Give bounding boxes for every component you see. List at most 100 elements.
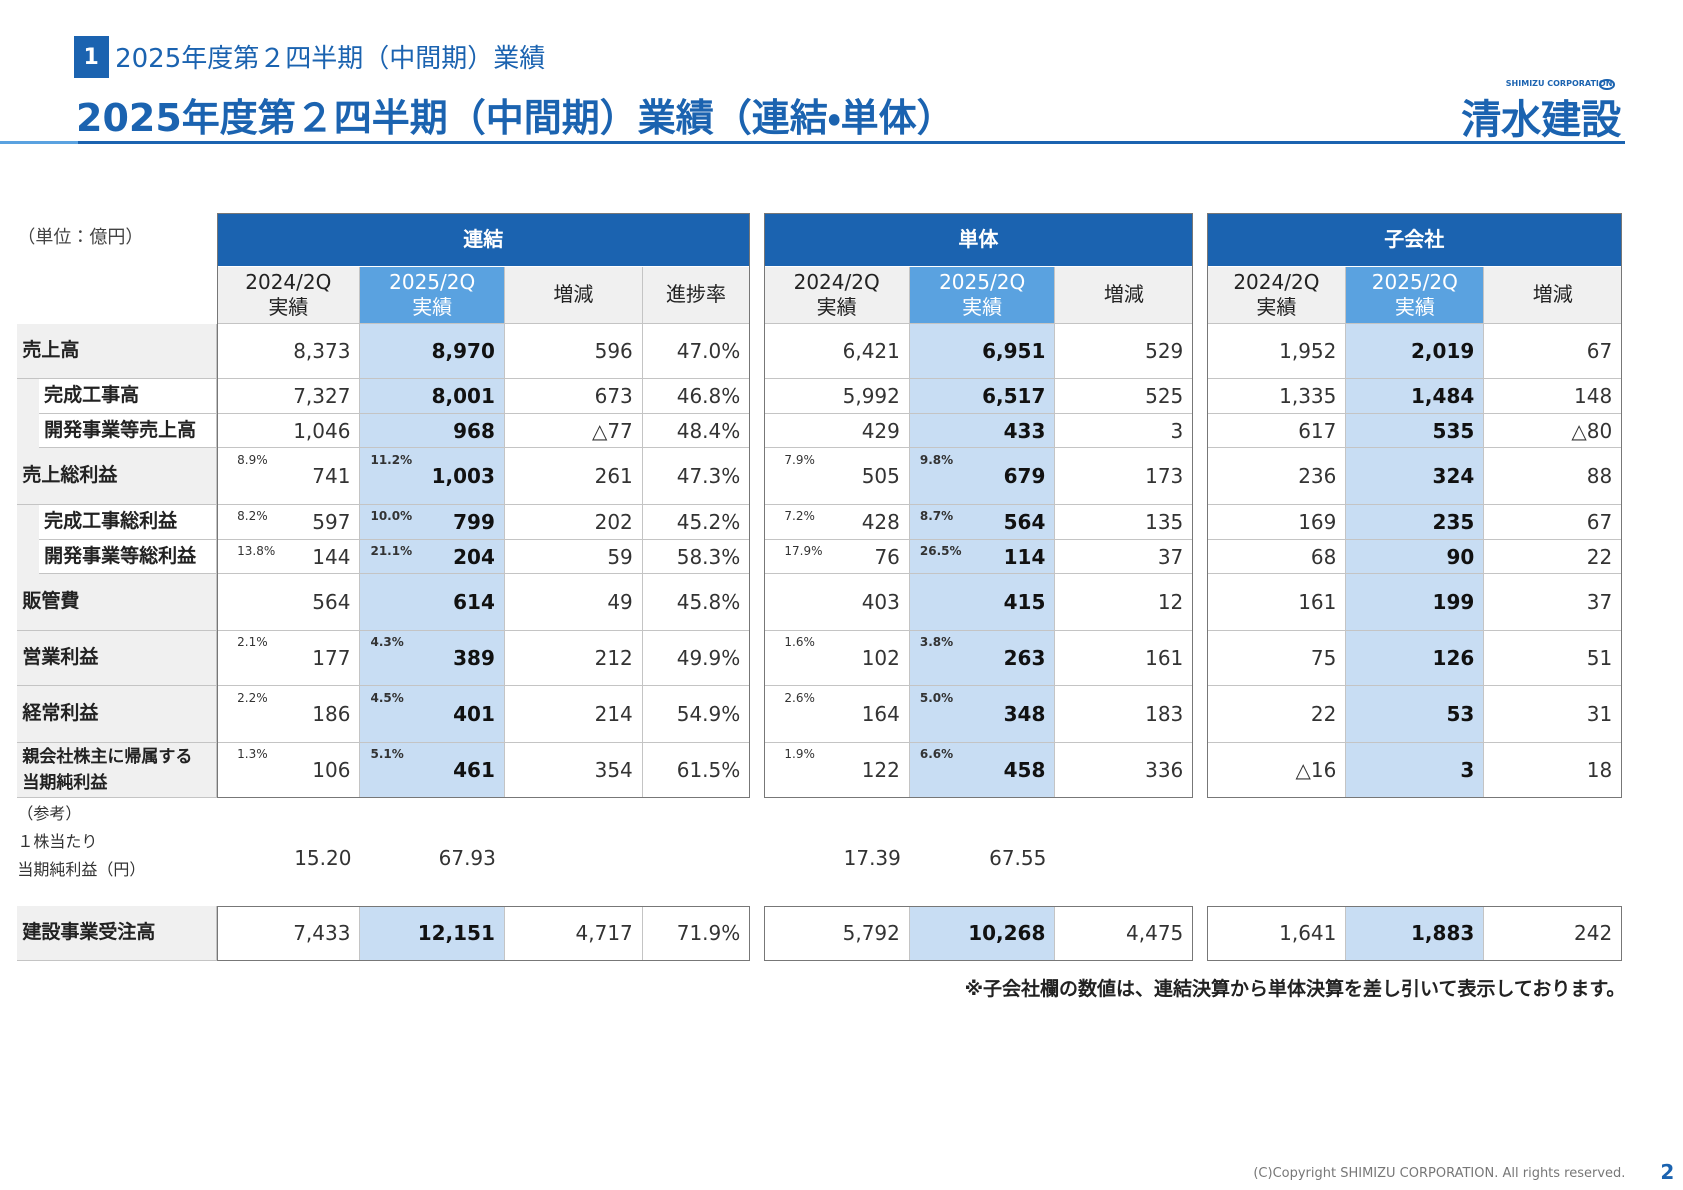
ratio-box: 17.9% (784, 544, 822, 558)
cell-value: 214 (594, 701, 633, 726)
table-cell: 202 (504, 504, 643, 540)
table-cell: 614 (360, 574, 505, 631)
cell-value: 58.3% (676, 544, 741, 569)
table-cell: 46.8% (642, 378, 751, 414)
ratio-value: 4.3% (370, 635, 404, 650)
table-cell: 261 (504, 448, 643, 505)
cell-value: 3 (1460, 757, 1475, 782)
ratio-value: 8.2% (237, 509, 268, 524)
cell-value: 75 (1310, 646, 1337, 671)
ratio-value: 26.5% (919, 543, 962, 558)
table-cell: 214 (504, 686, 643, 743)
table-cell: 183 (1055, 686, 1194, 743)
row-label-text: 当期純利益 (22, 772, 108, 793)
table-cell: 59 (504, 539, 643, 575)
group-name: 子会社 (1384, 226, 1445, 251)
group-name: 単体 (958, 226, 999, 251)
table-cell: 102 1.6% (764, 630, 910, 687)
table-cell: △16 (1207, 742, 1347, 799)
cell-value: 88 (1586, 464, 1613, 489)
table-cell: 135 (1055, 504, 1194, 540)
ratio-value: 2.1% (237, 635, 268, 650)
cell-value: 202 (594, 509, 633, 534)
cell-value: 428 (861, 509, 900, 534)
ratio-value: 21.1% (370, 543, 413, 558)
reference-value: 67.93 (438, 845, 496, 870)
ratio-box: 21.1% (370, 544, 412, 558)
table-cell: 177 2.1% (217, 630, 361, 687)
table-cell: 433 (909, 413, 1056, 449)
ratio-value: 6.6% (919, 747, 954, 762)
table-cell: 4,475 (1055, 905, 1194, 961)
cell-value: 336 (1145, 757, 1184, 782)
cell-value: 106 (312, 757, 351, 782)
table-cell: 564 8.7% (909, 504, 1056, 540)
title-rule-accent (0, 141, 79, 144)
cell-value: 122 (861, 757, 900, 782)
table-cell: 1,883 (1346, 905, 1485, 961)
cell-value: 61.5% (676, 757, 741, 782)
column-header: 2024/2Q 実績 (1207, 267, 1347, 324)
unit-label: （単位：億円） (17, 226, 144, 248)
cell-value: 18 (1586, 757, 1613, 782)
table-cell: 61.5% (642, 742, 751, 799)
title-box: 2025年度第２四半期（中間期）業績（連結・単体） (76, 87, 1270, 140)
column-header-text: 2024/2Q (1233, 269, 1320, 294)
table-cell: 68 (1207, 539, 1347, 575)
table-cell: 1,952 (1207, 323, 1347, 379)
cell-value: 529 (1145, 338, 1184, 363)
column-header: 増減 (1484, 267, 1623, 324)
ratio-value: 1.6% (784, 635, 815, 650)
logo-box: 清水建設 (1444, 87, 1621, 143)
table-cell: 525 (1055, 378, 1194, 414)
column-header-text: 実績 (962, 294, 1003, 319)
cell-value: 59 (607, 544, 633, 569)
table-cell: 54.9% (642, 686, 751, 743)
cell-value: 5,992 (842, 383, 900, 408)
row-label: 販管費 (17, 574, 218, 631)
cell-value: 389 (453, 646, 495, 671)
table-cell: 4,717 (504, 905, 643, 961)
row-label: 営業利益 (17, 630, 218, 687)
cell-value: 48.4% (676, 418, 741, 443)
column-header: 2024/2Q 実績 (764, 267, 910, 324)
column-header-text: 実績 (412, 294, 453, 319)
reference-value: 17.39 (843, 845, 901, 870)
row-label: 売上高 (17, 323, 218, 379)
label-indent (17, 504, 40, 540)
cell-value: 433 (1003, 418, 1046, 443)
row-label-text: 建設事業受注高 (22, 921, 156, 944)
cell-value: 49 (607, 590, 633, 615)
table-cell: 8,001 (360, 378, 505, 414)
cell-value: 12 (1157, 590, 1184, 615)
cell-value: 242 (1574, 920, 1613, 945)
column-header: 2025/2Q 実績 (909, 267, 1056, 324)
row-label: 経常利益 (17, 686, 218, 743)
table-cell: 6,517 (909, 378, 1056, 414)
table-cell: 10,268 (909, 905, 1056, 961)
table-cell: 76 17.9% (764, 539, 910, 575)
cell-value: 799 (453, 509, 495, 534)
row-label: 親会社株主に帰属する 当期純利益 (17, 742, 218, 799)
cell-value: 263 (1003, 646, 1046, 671)
ratio-box: 1.3% (237, 747, 268, 761)
cell-value: 45.2% (676, 509, 741, 534)
table-cell: 389 4.3% (360, 630, 505, 687)
cell-value: 10,268 (968, 920, 1046, 945)
row-label: 完成工事総利益 (39, 504, 218, 540)
cell-value: 401 (453, 701, 495, 726)
section-title-box: 2025年度第２四半期（中間期）業績 (115, 38, 766, 77)
cell-value: 235 (1432, 509, 1475, 534)
cell-value: 6,951 (982, 338, 1046, 363)
column-header: 増減 (1055, 267, 1194, 324)
label-indent (17, 539, 40, 575)
table-cell: 67 (1484, 323, 1623, 379)
cell-value: 67 (1586, 509, 1613, 534)
table-cell: 161 (1055, 630, 1194, 687)
ratio-box: 4.5% (370, 691, 403, 705)
cell-value: 564 (1003, 509, 1046, 534)
ratio-box: 13.8% (237, 544, 275, 558)
table-cell: 348 5.0% (909, 686, 1056, 743)
cell-value: 324 (1432, 464, 1475, 489)
group-header: 単体 (764, 212, 1194, 268)
